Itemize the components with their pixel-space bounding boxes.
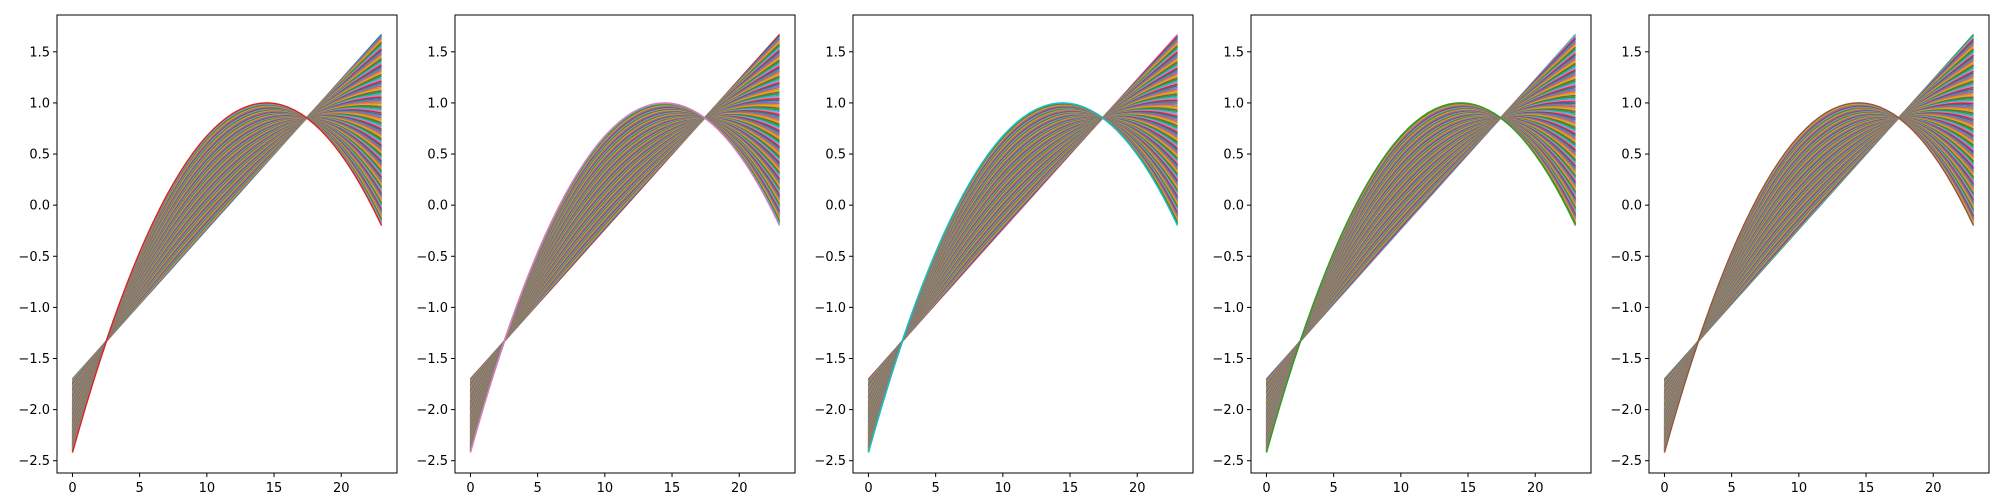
y-tick-label: 1.5 <box>1223 45 1244 60</box>
y-tick-label: −1.0 <box>814 301 846 316</box>
series-line <box>469 102 781 453</box>
x-tick-label: 15 <box>266 481 283 496</box>
y-tick-label: −2.0 <box>18 403 50 418</box>
y-tick-label: 0.5 <box>29 148 50 163</box>
series-lines <box>867 33 1179 453</box>
y-tick-label: 0.0 <box>1621 199 1642 214</box>
x-tick-label: 5 <box>534 481 542 496</box>
y-tick-label: 1.5 <box>825 45 846 60</box>
x-tick-label: 20 <box>1925 481 1942 496</box>
y-tick-label: 0.5 <box>825 148 846 163</box>
y-tick-label: 1.0 <box>1621 96 1642 111</box>
x-tick-label: 0 <box>466 481 474 496</box>
series-line <box>1265 102 1577 453</box>
y-tick-label: −2.0 <box>1212 403 1244 418</box>
x-tick-label: 0 <box>1262 481 1270 496</box>
series-lines <box>71 33 383 453</box>
y-tick-label: 0.0 <box>1223 199 1244 214</box>
y-tick-label: −2.5 <box>416 454 448 469</box>
y-tick-label: 0.0 <box>29 199 50 214</box>
series-line <box>71 115 382 417</box>
y-tick-label: 0.5 <box>427 148 448 163</box>
series-line <box>71 102 383 453</box>
y-tick-label: −0.5 <box>814 250 846 265</box>
y-tick-label: −2.5 <box>1212 454 1244 469</box>
y-tick-label: −1.0 <box>18 301 50 316</box>
x-tick-label: 0 <box>68 481 76 496</box>
x-tick-label: 20 <box>731 481 748 496</box>
y-tick-label: 0.0 <box>825 199 846 214</box>
subplot-4: −2.5 −2.0 −1.5 −1.0 −0.5 0.0 0.5 1.0 1.5 0 5 10 15 20 <box>1212 14 1592 496</box>
y-tick-label: 1.0 <box>825 96 846 111</box>
x-tick-label: 0 <box>1660 481 1668 496</box>
y-tick-label: −2.5 <box>18 454 50 469</box>
x-tick-label: 10 <box>1791 481 1808 496</box>
x-tick-label: 5 <box>1330 481 1338 496</box>
x-tick-label: 5 <box>932 481 940 496</box>
subplot-5: −2.5 −2.0 −1.5 −1.0 −0.5 0.0 0.5 1.0 1.5 0 5 10 15 20 <box>1610 14 1990 496</box>
series-line <box>1663 102 1975 453</box>
series-lines <box>1265 33 1577 453</box>
axes-frame <box>454 14 796 474</box>
y-tick-label: −1.0 <box>1610 301 1642 316</box>
series-lines <box>469 33 781 453</box>
x-tick-label: 15 <box>1062 481 1079 496</box>
y-tick-label: −2.5 <box>814 454 846 469</box>
x-tick-label: 10 <box>1393 481 1410 496</box>
y-tick-label: −2.0 <box>1610 403 1642 418</box>
y-tick-label: −1.5 <box>814 352 846 367</box>
y-tick-label: 1.5 <box>1621 45 1642 60</box>
axes-frame <box>1648 14 1990 474</box>
y-tick-label: −0.5 <box>18 250 50 265</box>
series-line <box>1663 115 1974 417</box>
x-tick-label: 0 <box>864 481 872 496</box>
series-lines <box>1663 33 1975 453</box>
x-tick-label: 15 <box>664 481 681 496</box>
y-tick-label: 1.0 <box>29 96 50 111</box>
series-line <box>867 115 1178 417</box>
series-line <box>1265 115 1576 417</box>
y-tick-label: 1.0 <box>1223 96 1244 111</box>
x-tick-label: 20 <box>1527 481 1544 496</box>
x-tick-label: 15 <box>1858 481 1875 496</box>
y-tick-label: −1.5 <box>1212 352 1244 367</box>
y-tick-label: 1.5 <box>427 45 448 60</box>
y-tick-label: 0.0 <box>427 199 448 214</box>
x-tick-label: 20 <box>1129 481 1146 496</box>
subplot-1: −2.5 −2.0 −1.5 −1.0 −0.5 0.0 0.5 1.0 1.5 0 5 10 15 20 <box>18 14 398 496</box>
y-tick-label: −1.0 <box>416 301 448 316</box>
y-tick-label: 0.5 <box>1621 148 1642 163</box>
y-tick-label: −1.5 <box>1610 352 1642 367</box>
axes-frame <box>852 14 1194 474</box>
y-tick-label: −0.5 <box>1610 250 1642 265</box>
x-tick-label: 15 <box>1460 481 1477 496</box>
y-tick-label: −1.5 <box>416 352 448 367</box>
x-tick-label: 10 <box>199 481 216 496</box>
subplot-2: −2.5 −2.0 −1.5 −1.0 −0.5 0.0 0.5 1.0 1.5 0 5 10 15 20 <box>416 14 796 496</box>
axes-frame <box>1250 14 1592 474</box>
x-tick-label: 10 <box>597 481 614 496</box>
subplot-3: −2.5 −2.0 −1.5 −1.0 −0.5 0.0 0.5 1.0 1.5 0 5 10 15 20 <box>814 14 1194 496</box>
x-tick-label: 10 <box>995 481 1012 496</box>
x-tick-label: 20 <box>333 481 350 496</box>
y-tick-label: −1.0 <box>1212 301 1244 316</box>
y-tick-label: 1.0 <box>427 96 448 111</box>
series-line <box>867 102 1179 453</box>
x-tick-label: 5 <box>136 481 144 496</box>
y-tick-label: −2.0 <box>814 403 846 418</box>
y-tick-label: −0.5 <box>416 250 448 265</box>
x-tick-label: 5 <box>1728 481 1736 496</box>
y-tick-label: 0.5 <box>1223 148 1244 163</box>
y-tick-label: −2.0 <box>416 403 448 418</box>
y-tick-label: −0.5 <box>1212 250 1244 265</box>
series-line <box>469 115 780 417</box>
y-tick-label: −2.5 <box>1610 454 1642 469</box>
y-tick-label: −1.5 <box>18 352 50 367</box>
y-tick-label: 1.5 <box>29 45 50 60</box>
axes-frame <box>56 14 398 474</box>
